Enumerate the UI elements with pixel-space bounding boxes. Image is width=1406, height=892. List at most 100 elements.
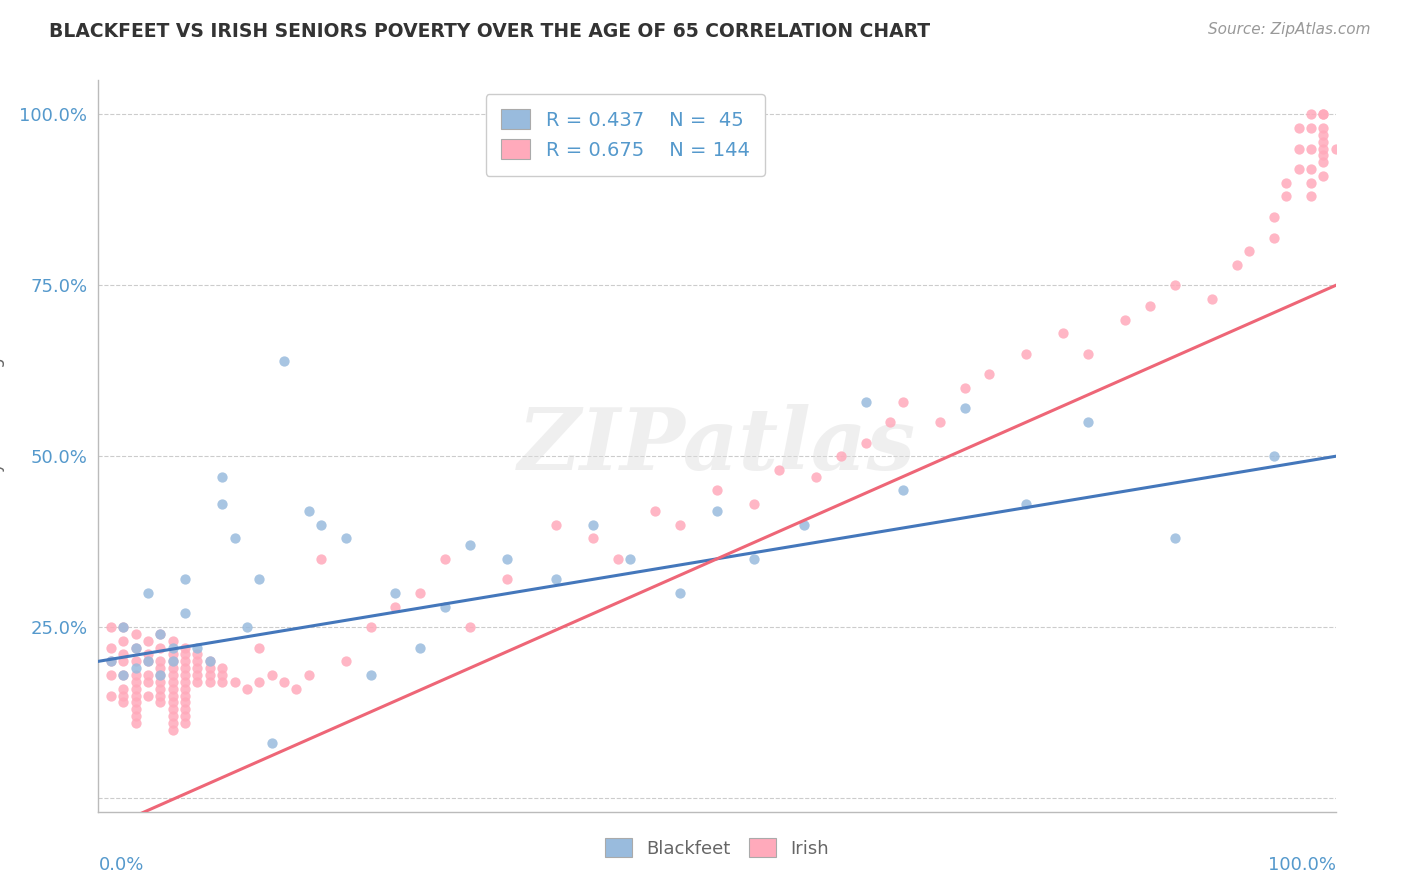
Point: [298, 668, 321, 682]
Point: [162, 654, 184, 668]
Point: [891, 483, 914, 498]
Point: [335, 531, 357, 545]
Point: [619, 551, 641, 566]
Point: [162, 654, 184, 668]
Point: [149, 640, 172, 655]
Point: [162, 695, 184, 709]
Point: [174, 607, 197, 621]
Point: [124, 715, 146, 730]
Point: [1299, 121, 1322, 136]
Point: [124, 627, 146, 641]
Point: [953, 401, 976, 416]
Point: [186, 654, 208, 668]
Point: [149, 674, 172, 689]
Point: [742, 551, 765, 566]
Point: [112, 620, 135, 634]
Point: [706, 504, 728, 518]
Point: [198, 674, 221, 689]
Point: [162, 668, 184, 682]
Point: [224, 531, 246, 545]
Point: [186, 661, 208, 675]
Point: [236, 620, 259, 634]
Point: [928, 415, 950, 429]
Point: [136, 654, 159, 668]
Point: [1077, 347, 1099, 361]
Point: [162, 723, 184, 737]
Point: [1299, 162, 1322, 177]
Point: [360, 620, 382, 634]
Point: [100, 668, 122, 682]
Point: [247, 640, 270, 655]
Text: BLACKFEET VS IRISH SENIORS POVERTY OVER THE AGE OF 65 CORRELATION CHART: BLACKFEET VS IRISH SENIORS POVERTY OVER …: [49, 22, 931, 41]
Point: [162, 702, 184, 716]
Point: [1263, 230, 1285, 244]
Point: [1288, 121, 1310, 136]
Point: [495, 572, 517, 586]
Point: [1114, 312, 1136, 326]
Point: [1299, 176, 1322, 190]
Point: [149, 695, 172, 709]
Point: [1299, 142, 1322, 156]
Point: [136, 689, 159, 703]
Point: [174, 681, 197, 696]
Point: [546, 572, 568, 586]
Point: [100, 654, 122, 668]
Point: [162, 681, 184, 696]
Point: [162, 674, 184, 689]
Point: [260, 668, 283, 682]
Point: [100, 654, 122, 668]
Text: 100.0%: 100.0%: [1268, 855, 1336, 873]
Point: [149, 627, 172, 641]
Point: [174, 648, 197, 662]
Point: [1324, 142, 1347, 156]
Point: [247, 674, 270, 689]
Point: [149, 627, 172, 641]
Point: [162, 661, 184, 675]
Point: [1312, 169, 1334, 183]
Point: [198, 654, 221, 668]
Point: [100, 689, 122, 703]
Point: [124, 654, 146, 668]
Point: [112, 668, 135, 682]
Point: [211, 674, 233, 689]
Point: [174, 572, 197, 586]
Point: [582, 517, 605, 532]
Point: [162, 715, 184, 730]
Point: [260, 736, 283, 750]
Text: 0.0%: 0.0%: [98, 855, 143, 873]
Point: [247, 572, 270, 586]
Point: [830, 449, 852, 463]
Point: [273, 674, 295, 689]
Point: [1263, 449, 1285, 463]
Point: [1288, 162, 1310, 177]
Point: [124, 695, 146, 709]
Point: [409, 640, 432, 655]
Point: [174, 668, 197, 682]
Point: [112, 620, 135, 634]
Point: [979, 368, 1001, 382]
Point: [1275, 189, 1298, 203]
Point: [186, 674, 208, 689]
Point: [879, 415, 901, 429]
Point: [162, 648, 184, 662]
Point: [112, 654, 135, 668]
Point: [124, 661, 146, 675]
Point: [149, 681, 172, 696]
Point: [273, 353, 295, 368]
Point: [224, 674, 246, 689]
Text: ZIPatlas: ZIPatlas: [517, 404, 917, 488]
Point: [1164, 278, 1187, 293]
Y-axis label: Seniors Poverty Over the Age of 65: Seniors Poverty Over the Age of 65: [0, 300, 6, 592]
Point: [112, 695, 135, 709]
Point: [174, 709, 197, 723]
Point: [1312, 148, 1334, 162]
Point: [855, 394, 877, 409]
Point: [162, 709, 184, 723]
Point: [174, 715, 197, 730]
Point: [112, 689, 135, 703]
Point: [384, 599, 406, 614]
Point: [149, 654, 172, 668]
Point: [309, 517, 332, 532]
Point: [1164, 531, 1187, 545]
Point: [285, 681, 308, 696]
